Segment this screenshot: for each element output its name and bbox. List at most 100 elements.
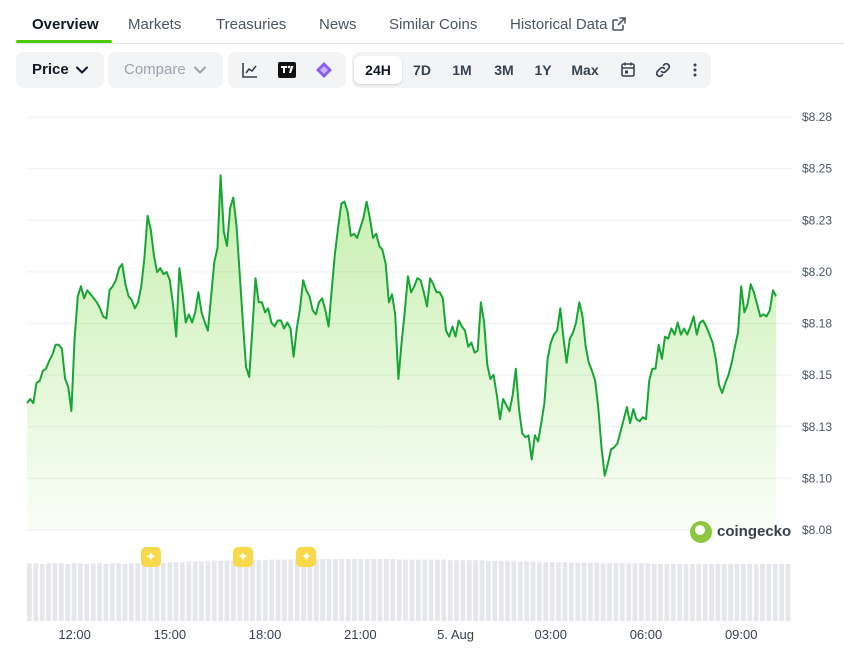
volume-bar	[231, 560, 236, 621]
active-tab-underline	[16, 40, 112, 43]
price-line	[26, 174, 777, 477]
volume-bar	[282, 559, 287, 621]
volume-bar	[141, 562, 147, 621]
volume-bar	[27, 563, 32, 621]
volume-bar	[639, 563, 644, 621]
volume-bar	[109, 563, 115, 621]
volume-bar	[556, 562, 561, 621]
x-tick-label: 12:00	[58, 627, 91, 642]
y-tick-label: $8.10	[802, 471, 832, 485]
volume-bar	[479, 560, 485, 621]
tab-news[interactable]: News	[319, 16, 357, 33]
volume-bar	[154, 562, 160, 621]
line-chart-icon[interactable]	[240, 60, 260, 80]
price-dropdown-label: Price	[32, 61, 69, 78]
volume-bar	[734, 564, 740, 621]
compare-dropdown-label: Compare	[124, 61, 186, 78]
volume-bar	[428, 559, 434, 621]
volume-bar	[262, 560, 268, 621]
volume-bar	[358, 559, 364, 621]
y-tick-label: $8.15	[802, 368, 832, 382]
volume-bar	[581, 562, 587, 621]
volume-bar	[600, 563, 606, 621]
volume-bar	[345, 559, 351, 621]
tab-historical-data[interactable]: Historical Data	[510, 16, 626, 33]
calendar-icon[interactable]	[618, 60, 638, 80]
volume-bar	[46, 563, 51, 621]
volume-bar	[677, 564, 683, 621]
volume-bar	[505, 560, 510, 621]
volume-bar	[65, 564, 71, 621]
volume-bar	[473, 560, 479, 621]
link-icon[interactable]	[653, 60, 673, 80]
tab-treasuries[interactable]: Treasuries	[216, 16, 287, 33]
range-7d-button[interactable]: 7D	[413, 62, 431, 78]
volume-bar	[594, 562, 600, 621]
volume-bar	[122, 564, 128, 621]
volume-bar	[766, 564, 772, 621]
y-axis-labels: $8.28 $8.25 $8.23 $8.20 $8.18 $8.15 $8.13 $8.10…	[802, 110, 832, 537]
x-tick-label: 03:00	[534, 627, 567, 642]
range-max-button[interactable]: Max	[571, 62, 599, 78]
volume-bar	[537, 561, 542, 621]
chart-type-group	[228, 52, 346, 88]
range-24h-button[interactable]: 24H	[354, 56, 402, 84]
volume-bar	[568, 562, 574, 621]
volume-bar	[52, 563, 58, 621]
volume-bar	[377, 559, 383, 621]
volume-bar	[498, 560, 504, 621]
y-tick-label: $8.28	[802, 110, 832, 124]
volume-bar	[715, 564, 721, 621]
price-chart[interactable]: $8.28 $8.25 $8.23 $8.20 $8.18 $8.15 $8.13 $8.10…	[0, 100, 844, 649]
volume-bar	[415, 559, 421, 621]
volume-bar	[211, 560, 217, 621]
volume-bar	[492, 560, 498, 621]
range-1y-button[interactable]: 1Y	[534, 62, 552, 78]
volume-bar	[313, 559, 319, 621]
volume-bar	[549, 562, 555, 621]
y-tick-label: $8.25	[802, 162, 832, 176]
volume-bar	[294, 559, 300, 621]
volume-bar	[352, 559, 357, 621]
volume-bar	[160, 562, 166, 621]
volume-bar	[454, 560, 459, 621]
x-tick-label: 15:00	[154, 627, 187, 642]
volume-bar	[364, 559, 370, 621]
coingecko-watermark-text: coingecko	[717, 523, 792, 540]
volume-bar	[517, 561, 523, 621]
range-3m-button[interactable]: 3M	[494, 62, 514, 78]
volume-bar	[690, 564, 695, 621]
price-dropdown[interactable]: Price	[16, 52, 104, 88]
volume-bar	[90, 563, 96, 621]
x-tick-label: 18:00	[249, 627, 282, 642]
more-vertical-icon[interactable]	[685, 60, 705, 80]
volume-bar	[403, 559, 408, 621]
tab-similar-coins[interactable]: Similar Coins	[389, 16, 478, 33]
volume-bar	[524, 561, 530, 621]
volume-bar	[409, 559, 415, 621]
range-1m-button[interactable]: 1M	[452, 62, 472, 78]
event-marker-icon[interactable]: ✦	[296, 547, 317, 567]
volume-bar	[71, 563, 77, 621]
diamond-icon[interactable]	[314, 60, 334, 80]
event-marker-icon[interactable]: ✦	[232, 547, 253, 567]
volume-bar	[530, 561, 536, 621]
volume-bar	[760, 564, 765, 621]
volume-bar	[613, 563, 619, 621]
volume-bar	[288, 559, 294, 621]
tradingview-icon[interactable]	[277, 60, 297, 80]
tab-markets[interactable]: Markets	[128, 16, 182, 33]
chevron-down-icon	[194, 66, 206, 74]
volume-bar	[747, 564, 753, 621]
tab-overview[interactable]: Overview	[32, 16, 99, 33]
volume-bar	[250, 560, 255, 621]
volume-bars	[27, 559, 791, 621]
volume-bar	[441, 559, 447, 621]
volume-bar	[199, 561, 204, 621]
volume-bar	[422, 559, 428, 621]
compare-dropdown[interactable]: Compare	[108, 52, 223, 88]
volume-bar	[753, 564, 759, 621]
volume-bar	[205, 560, 211, 621]
volume-bar	[326, 559, 332, 621]
event-marker-icon[interactable]: ✦	[140, 547, 161, 567]
